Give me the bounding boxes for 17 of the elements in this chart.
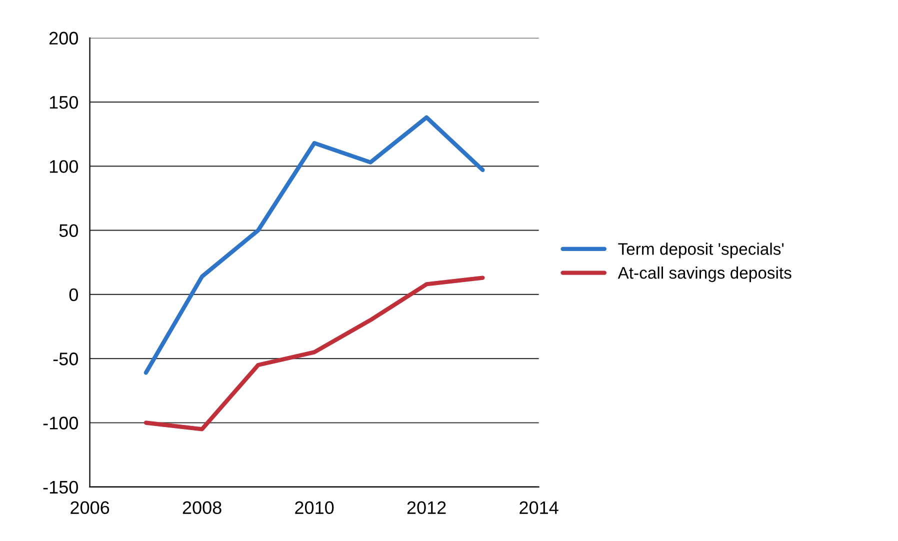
- y-tick-label: 200: [49, 32, 78, 45]
- line-series: [144, 115, 485, 375]
- legend-label: Term deposit 'specials': [618, 242, 784, 258]
- line-series: [144, 276, 485, 432]
- y-tick-label: 150: [50, 96, 78, 109]
- y-tick-label: -100: [43, 416, 78, 430]
- y-tick-label: -50: [53, 352, 78, 366]
- x-tick-label: 2012: [407, 501, 446, 514]
- y-tick-label: 100: [50, 160, 78, 173]
- y-tick-label: -150: [43, 480, 78, 494]
- x-tick-label: 2010: [295, 501, 334, 514]
- x-tick-label: 2006: [70, 501, 110, 514]
- y-tick-label: 0: [69, 288, 78, 302]
- x-tick-label: 2014: [520, 501, 558, 514]
- legend-label: At-call savings deposits: [618, 266, 792, 282]
- x-tick-label: 2008: [182, 501, 222, 514]
- y-tick-label: 50: [59, 224, 78, 238]
